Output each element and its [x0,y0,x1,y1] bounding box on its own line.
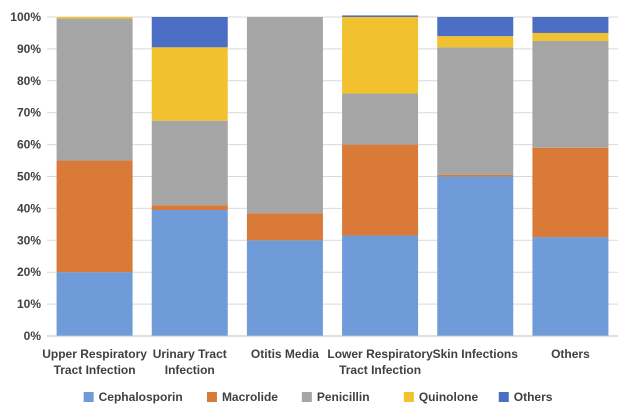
legend-swatch [206,392,217,402]
x-category-label: Urinary Tract Infection [153,347,227,377]
legend-swatch [498,392,509,402]
y-tick-label: 40% [17,201,41,215]
bar-segment [56,17,133,19]
bar-segment [342,144,419,236]
y-tick-label: 90% [17,42,41,56]
legend-swatch [83,392,94,402]
bar-segment [151,17,228,48]
x-category-label: Skin Infections [433,347,519,361]
bar-segment [56,272,133,336]
bar-segment [437,176,514,336]
bar-segment [151,209,228,336]
bar-segment [246,240,323,336]
y-tick-label: 20% [17,265,41,279]
legend-swatch [403,392,414,402]
y-tick-label: 0% [24,329,42,343]
bar-segment [151,120,228,206]
bar-segment [532,17,609,33]
bars [56,15,609,336]
legend-label: Others [514,390,553,404]
bar-segment [151,47,228,121]
bar-segment [56,18,133,161]
bar-segment [342,93,419,145]
bar-segment [342,17,419,94]
bar-segment [342,235,419,336]
bar-segment [56,160,133,273]
legend-label: Penicillin [317,390,370,404]
y-tick-label: 70% [17,106,41,120]
y-axis-ticks: 0% 10% 20% 30% 40% 50% 60% 70% 80% 90% 100% [10,10,41,343]
y-tick-label: 80% [17,74,41,88]
legend-swatch [301,392,312,402]
bar-segment [437,17,514,37]
bar-segment [532,40,609,148]
bar-segment [246,213,323,241]
bar-segment [532,32,609,41]
bar-segment [532,147,609,238]
legend-label: Macrolide [222,390,278,404]
x-category-label: Otitis Media [251,347,319,361]
y-tick-label: 60% [17,138,41,152]
bar-segment [437,36,514,48]
y-tick-label: 50% [17,170,41,184]
legend-label: Quinolone [419,390,479,404]
legend: Cephalosporin Macrolide Penicillin Quinolon… [83,390,553,404]
legend-label: Cephalosporin [99,390,183,404]
bar-segment [342,15,419,17]
bar-segment [151,205,228,210]
x-category-label: Lower Respiratory Tract Infection [327,347,433,377]
bar-segment [437,47,514,175]
bar-segment [532,237,609,336]
gridlines [47,16,618,305]
category-labels: Upper Respiratory Tract InfectionUrinary … [42,347,590,377]
y-tick-label: 100% [10,10,41,24]
y-tick-label: 30% [17,233,41,247]
x-category-label: Others [551,347,590,361]
bar-segment [246,17,323,214]
x-category-label: Upper Respiratory Tract Infection [42,347,147,377]
bar-segment [437,174,514,177]
y-tick-label: 10% [17,297,41,311]
